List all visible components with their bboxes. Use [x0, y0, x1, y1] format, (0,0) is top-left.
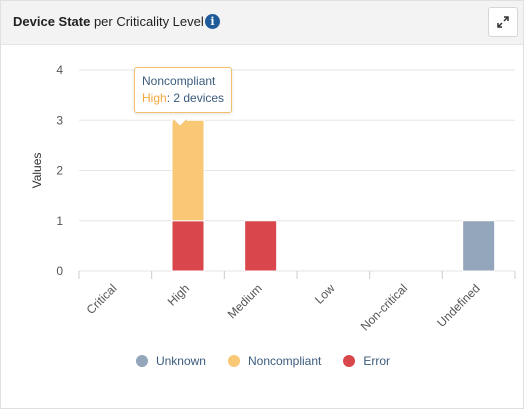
- chart-legend: Unknown Noncompliant Error: [1, 351, 524, 371]
- stacked-bar-chart: 0 1 2 3 4 Values Critical High Medium Low Non-crit…: [30, 63, 516, 334]
- y-tick-label: 2: [56, 164, 63, 178]
- legend-swatch: [343, 355, 356, 367]
- expand-icon: [497, 16, 509, 28]
- bar-unknown-undefined: [462, 220, 496, 272]
- bar-noncompliant-high: [171, 119, 205, 222]
- x-tick-label: Low: [312, 281, 338, 307]
- legend-item-noncompliant[interactable]: Noncompliant: [227, 354, 322, 368]
- x-tick-label: Critical: [84, 281, 120, 317]
- tooltip-category: High: [142, 91, 167, 105]
- legend-swatch: [227, 355, 240, 367]
- bar-error-medium: [244, 220, 278, 272]
- tooltip-series: Noncompliant: [142, 74, 216, 88]
- chart-tooltip: Noncompliant High: 2 devices: [134, 67, 233, 113]
- widget-title: Device State per Criticality Level: [13, 14, 204, 29]
- bar-error-high: [171, 220, 205, 272]
- x-tick-label: High: [165, 281, 192, 308]
- x-tick-label: Undefined: [434, 281, 483, 330]
- legend-item-unknown[interactable]: Unknown: [135, 354, 206, 368]
- legend-label: Error: [363, 354, 391, 368]
- title-rest: per Criticality Level: [90, 14, 204, 29]
- y-axis-label: Values: [30, 153, 44, 189]
- legend-swatch: [135, 355, 148, 367]
- legend-label: Unknown: [155, 354, 206, 368]
- legend-label: Noncompliant: [247, 354, 322, 368]
- tooltip-value: : 2 devices: [166, 91, 225, 105]
- x-tick-label: Medium: [225, 281, 265, 321]
- x-tick-label: Non-critical: [358, 281, 410, 333]
- expand-button[interactable]: [488, 7, 518, 37]
- y-tick-label: 3: [56, 113, 63, 127]
- title-bold: Device State: [13, 14, 91, 29]
- info-icon[interactable]: i: [205, 14, 220, 29]
- legend-item-error[interactable]: Error: [343, 354, 390, 368]
- y-tick-label: 0: [56, 264, 63, 278]
- y-tick-label: 4: [56, 63, 63, 77]
- widget-header: Device State per Criticality Level i: [1, 1, 523, 45]
- y-tick-label: 1: [56, 214, 63, 228]
